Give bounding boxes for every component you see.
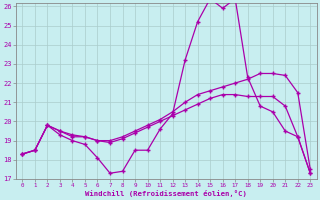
X-axis label: Windchill (Refroidissement éolien,°C): Windchill (Refroidissement éolien,°C) <box>85 190 247 197</box>
